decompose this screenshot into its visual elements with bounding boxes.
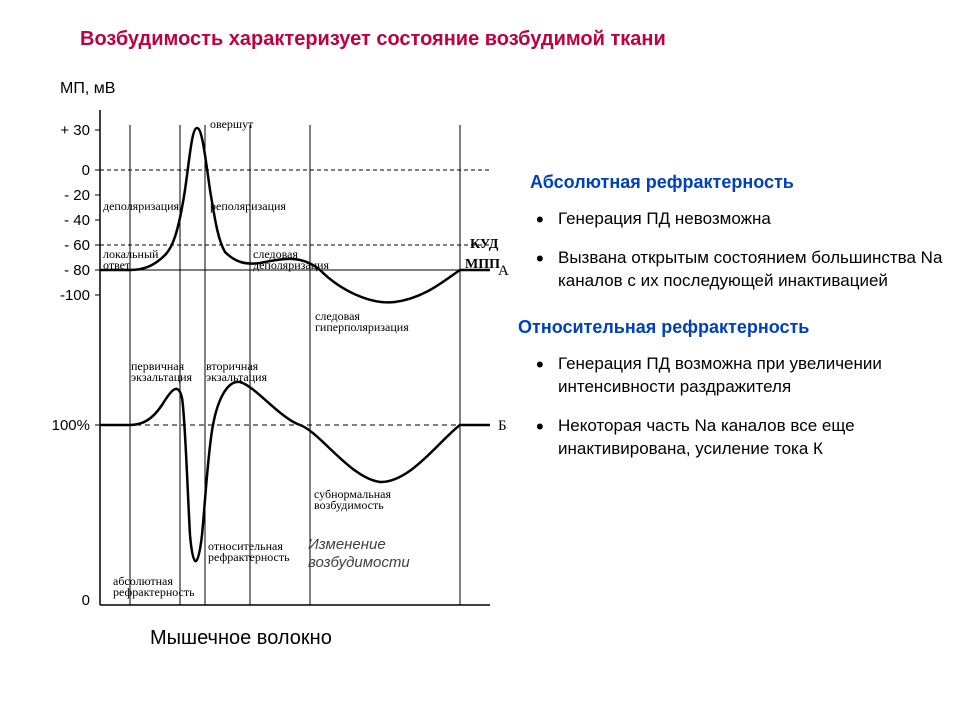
- trace-hyperpol-label: следоваягиперполяризация: [315, 309, 409, 334]
- section1-heading: Абсолютная рефрактерность: [530, 170, 950, 194]
- section2-heading: Относительная рефрактерность: [518, 315, 950, 339]
- x-axis-caption: Мышечное волокно: [150, 627, 332, 650]
- mpp-label: МПП: [465, 257, 500, 272]
- depol-label: деполяризация: [103, 199, 180, 213]
- tick-60: - 60: [64, 237, 90, 254]
- list-item: Вызвана открытым состоянием большинства …: [530, 247, 950, 293]
- list-item: Некоторая часть Na каналов все еще инакт…: [530, 415, 950, 461]
- tick-100: -100: [60, 287, 90, 304]
- change-label-2: возбудимости: [308, 554, 410, 571]
- overshoot-label: овершут: [210, 117, 254, 131]
- tick-30: + 30: [60, 122, 90, 139]
- trace-a-label: А: [498, 263, 509, 279]
- primary-exalt-label: первичнаяэкзальтация: [131, 359, 193, 384]
- chart-svg: + 30 0 - 20 - 40 - 60 - 80 -100 100% 0 К…: [30, 80, 510, 635]
- subnormal-label: субнормальнаявозбудимость: [314, 487, 392, 512]
- list-item: Генерация ПД невозможна: [530, 208, 950, 231]
- secondary-exalt-label: вторичнаяэкзальтация: [206, 359, 268, 384]
- y-axis-label: МП, мВ: [60, 80, 115, 98]
- chart-area: МП, мВ + 30 0 - 20 - 40 - 60 - 80 -100 1…: [30, 80, 510, 660]
- section1-list: Генерация ПД невозможна Вызвана открытым…: [530, 208, 950, 293]
- kud-label: КУД: [470, 237, 499, 252]
- action-potential-curve: [100, 128, 490, 302]
- tick-20: - 20: [64, 187, 90, 204]
- tick-80: - 80: [64, 262, 90, 279]
- trace-depol-label: следоваядеполяризация: [253, 247, 330, 272]
- tick-0: 0: [82, 162, 90, 179]
- text-panel: Абсолютная рефрактерность Генерация ПД н…: [530, 170, 950, 483]
- trace-b-label: Б: [498, 418, 507, 434]
- page-title: Возбудимость характеризует состояние воз…: [80, 28, 666, 51]
- abs-refr-label: абсолютнаярефрактерность: [113, 574, 195, 599]
- rel-refr-label: относительнаярефрактерность: [208, 539, 290, 564]
- repol-label: реполяризация: [210, 199, 286, 213]
- local-resp-label: локальныйответ: [103, 247, 159, 272]
- excitability-curve: [100, 382, 490, 561]
- list-item: Генерация ПД возможна при увеличении инт…: [530, 353, 950, 399]
- section2-list: Генерация ПД возможна при увеличении инт…: [530, 353, 950, 461]
- change-label-1: Изменение: [308, 536, 386, 553]
- tick-100pct: 100%: [52, 417, 90, 434]
- tick-40: - 40: [64, 212, 90, 229]
- tick-b-0: 0: [82, 592, 90, 609]
